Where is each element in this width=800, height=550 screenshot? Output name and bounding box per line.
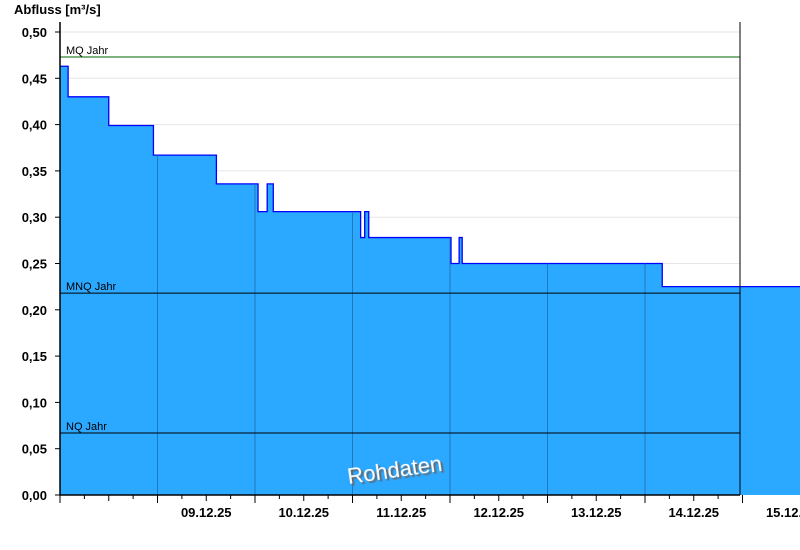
y-ticks: 0,00 0,05 0,10 0,15 0,20 0,25 0,30 0,35 0,40 0,45… — [22, 25, 60, 503]
reference-lines: MQ Jahr MNQ Jahr NQ Jahr — [60, 45, 740, 434]
y-tick-label: 0,15 — [22, 349, 47, 364]
reference-label: MQ Jahr — [66, 45, 109, 57]
series-fill — [60, 66, 800, 495]
y-tick-label: 0,45 — [22, 71, 47, 86]
y-tick-label: 0,35 — [22, 164, 47, 179]
x-tick-label: 15.12.25 — [766, 505, 800, 520]
y-axis-label: Abfluss [m³/s] — [14, 2, 101, 17]
y-tick-label: 0,50 — [22, 25, 47, 40]
reference-label: NQ Jahr — [66, 421, 107, 433]
y-tick-label: 0,00 — [22, 488, 47, 503]
y-tick-label: 0,30 — [22, 210, 47, 225]
reference-label: MNQ Jahr — [66, 281, 116, 293]
y-tick-label: 0,20 — [22, 303, 47, 318]
x-tick-label: 13.12.25 — [571, 505, 622, 520]
series-area — [60, 65, 800, 495]
series-line — [60, 65, 800, 288]
y-tick-label: 0,10 — [22, 395, 47, 410]
x-tick-label: 12.12.25 — [473, 505, 524, 520]
x-tick-label: 10.12.25 — [278, 505, 329, 520]
day-separators — [157, 155, 646, 495]
y-tick-label: 0,25 — [22, 257, 47, 272]
x-tick-label: 14.12.25 — [668, 505, 719, 520]
x-tick-label: 09.12.25 — [181, 505, 232, 520]
x-tick-label: 11.12.25 — [376, 505, 426, 520]
x-ticks: 09.12.25 10.12.25 11.12.25 12.12.25 13.12.25… — [59, 495, 800, 520]
y-tick-label: 0,05 — [22, 442, 47, 457]
axes — [59, 22, 741, 496]
y-tick-label: 0,40 — [22, 118, 47, 133]
